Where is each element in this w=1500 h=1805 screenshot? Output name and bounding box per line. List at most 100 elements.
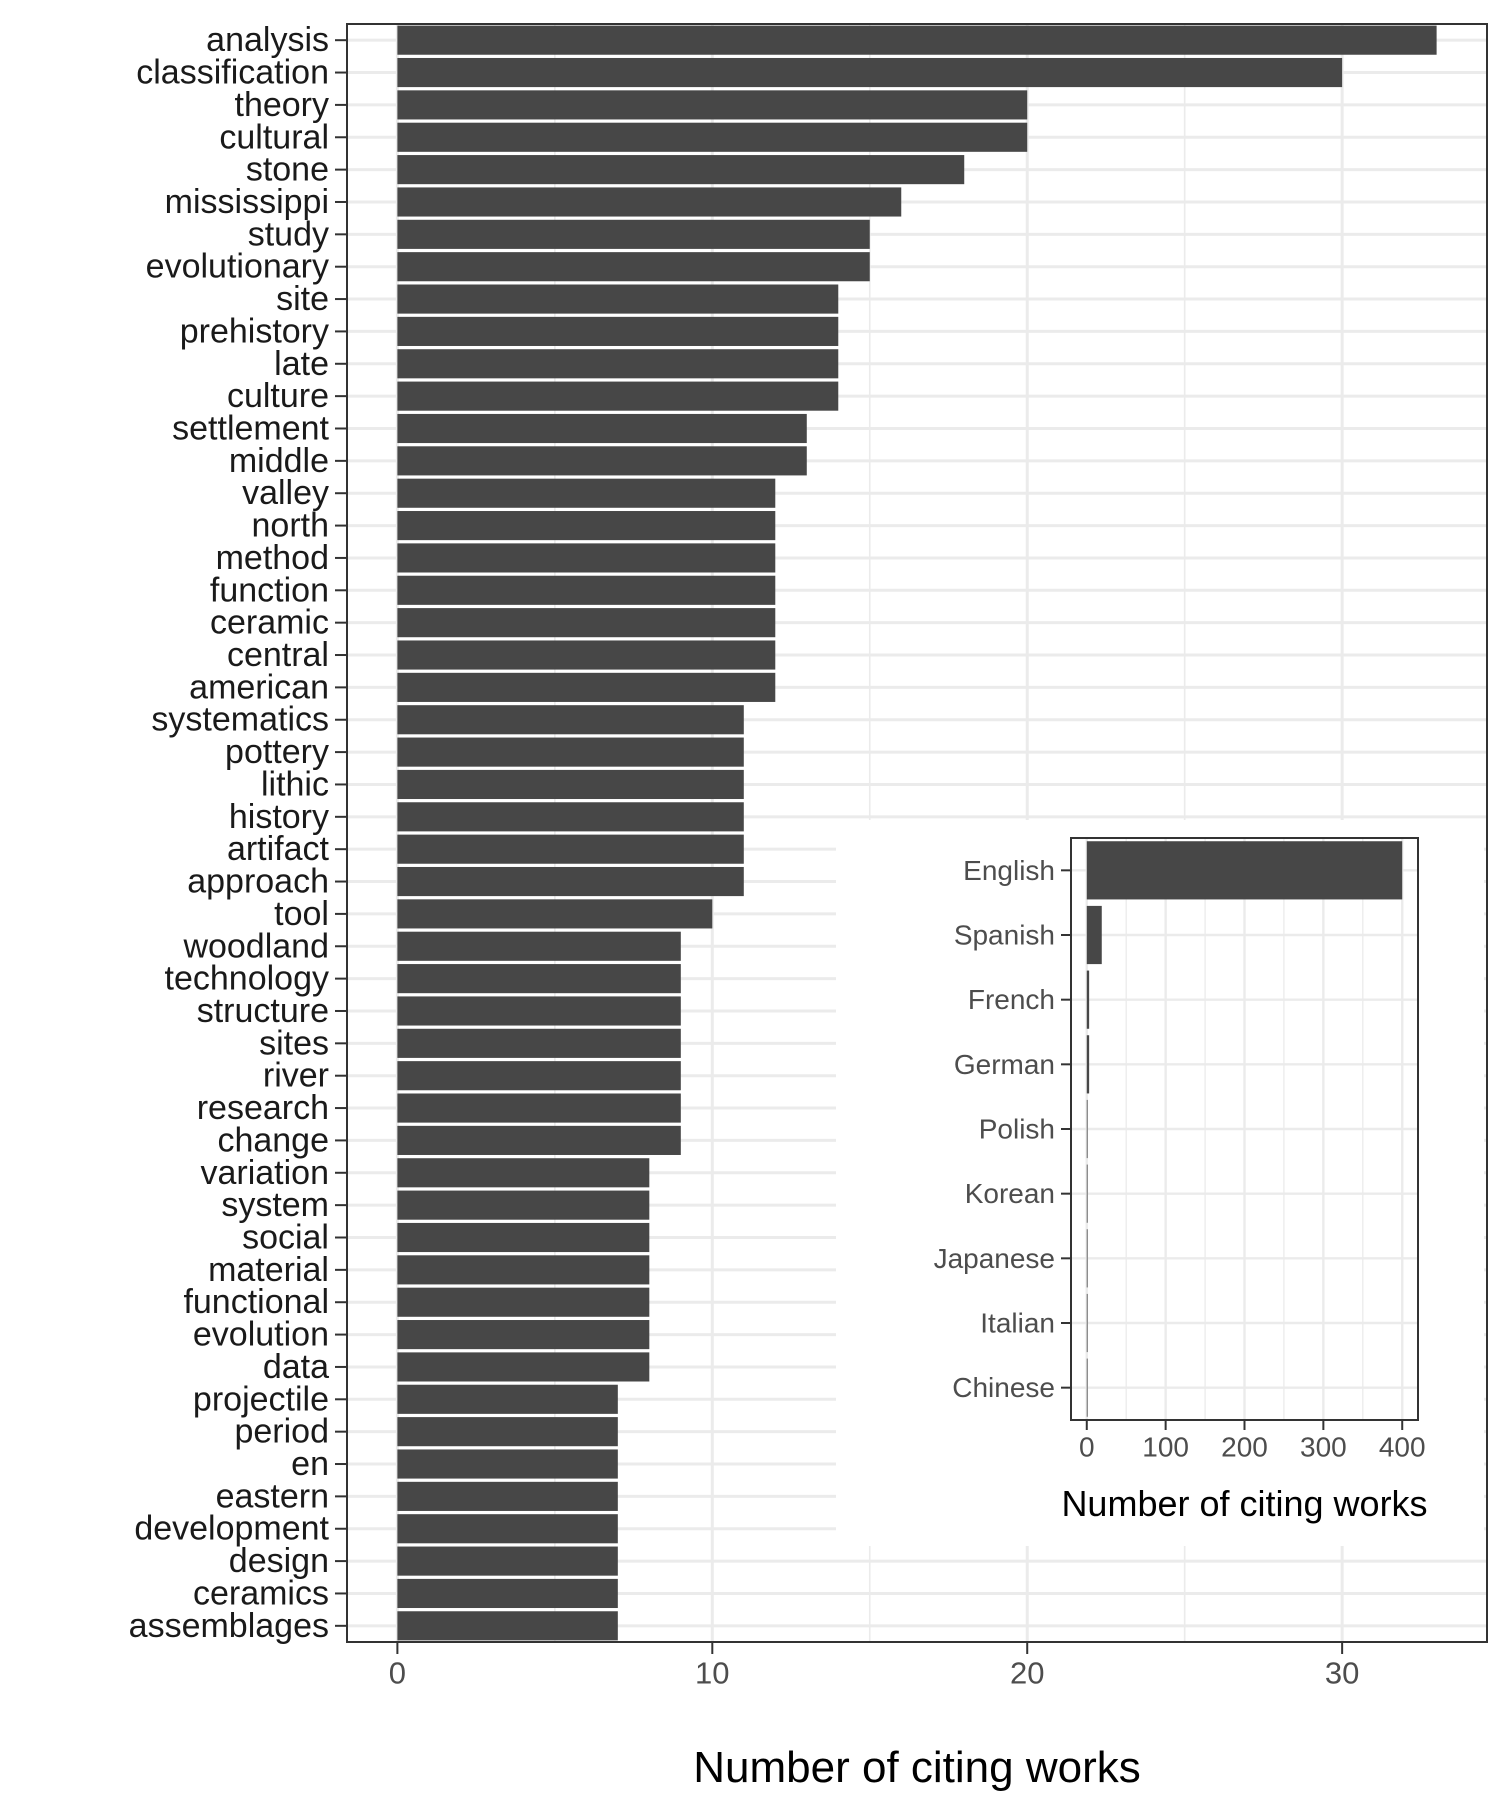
y-tick-label: study — [248, 215, 329, 253]
panel-border — [346, 23, 1488, 1643]
y-tick-label: Japanese — [934, 1243, 1055, 1274]
bar — [397, 1578, 618, 1609]
y-tick-label: Italian — [980, 1308, 1055, 1339]
y-tick-label: tool — [274, 895, 329, 933]
bar — [397, 964, 681, 994]
bar — [397, 219, 870, 249]
y-tick-label: artifact — [227, 830, 330, 868]
y-tick-label: research — [197, 1089, 329, 1127]
y-tick-label: technology — [165, 960, 329, 998]
y-tick-label: Chinese — [952, 1372, 1055, 1403]
bar — [397, 866, 744, 897]
bar — [397, 1417, 618, 1447]
x-tick-label: 0 — [389, 1655, 406, 1690]
y-tick-label: prehistory — [180, 312, 329, 350]
y-tick-label: evolutionary — [146, 248, 329, 286]
bar — [397, 802, 744, 832]
y-tick-label: stone — [246, 151, 329, 189]
bar — [397, 252, 870, 282]
y-tick-label: analysis — [206, 21, 329, 59]
y-tick-label: cultural — [219, 118, 329, 156]
y-tick-label: English — [963, 855, 1055, 886]
y-tick-label: mississippi — [165, 183, 329, 221]
x-tick-label: 30 — [1325, 1655, 1359, 1690]
x-tick-label: 400 — [1379, 1432, 1426, 1463]
bar — [397, 575, 776, 605]
y-tick-label: woodland — [182, 927, 329, 965]
chart-panel-1: English Spanish French German Polish Korean Ja… — [934, 837, 1428, 1524]
bar — [397, 705, 744, 735]
y-tick-label: valley — [242, 474, 329, 512]
bar — [397, 672, 776, 702]
bar — [397, 316, 839, 346]
bar — [397, 284, 839, 314]
y-tick-label: eastern — [216, 1477, 329, 1515]
y-tick-label: Spanish — [954, 920, 1055, 951]
y-tick-label: en — [291, 1445, 329, 1483]
bar — [397, 1481, 618, 1511]
y-tick-label: culture — [227, 377, 329, 415]
x-axis-title: Number of citing works — [693, 1743, 1140, 1792]
y-tick-label: classification — [136, 54, 329, 92]
y-tick-label: american — [189, 668, 329, 706]
y-tick-label: middle — [229, 442, 329, 480]
bar — [1086, 841, 1403, 900]
y-tick-label: functional — [183, 1283, 329, 1321]
y-tick-label: variation — [200, 1154, 329, 1192]
bar — [1086, 1358, 1088, 1417]
bar — [397, 737, 744, 767]
y-tick-label: design — [229, 1542, 329, 1580]
y-tick-label: Polish — [979, 1114, 1055, 1145]
y-tick-label: pottery — [225, 733, 329, 771]
bar — [397, 1255, 650, 1285]
y-tick-label: river — [263, 1057, 329, 1095]
y-tick-label: theory — [235, 86, 330, 124]
bar — [1086, 1035, 1090, 1094]
bar — [1086, 1293, 1088, 1353]
bar — [397, 640, 776, 670]
y-tick-label: projectile — [193, 1380, 329, 1418]
bar — [397, 1061, 681, 1091]
y-tick-label: history — [229, 798, 329, 836]
bar — [397, 1190, 650, 1220]
y-tick-label: ceramic — [210, 604, 329, 642]
bar — [397, 1287, 650, 1317]
bar — [397, 1611, 618, 1641]
bar — [397, 1125, 681, 1155]
x-axis-title: Number of citing works — [1061, 1483, 1427, 1524]
y-tick-label: lithic — [261, 765, 329, 803]
bar — [397, 155, 965, 185]
bar — [397, 381, 839, 411]
y-tick-label: central — [227, 636, 329, 674]
y-tick-label: approach — [187, 863, 329, 901]
bar — [397, 1028, 681, 1058]
bar — [397, 769, 744, 800]
y-tick-label: system — [221, 1186, 329, 1224]
y-tick-label: structure — [197, 992, 329, 1030]
bar — [397, 413, 807, 444]
y-tick-label: ceramics — [193, 1574, 329, 1612]
bar — [397, 1222, 650, 1253]
bar — [397, 187, 902, 217]
bar — [397, 349, 839, 379]
bar — [397, 446, 807, 476]
bar — [397, 122, 1028, 152]
y-tick-label: method — [216, 539, 329, 577]
bar — [397, 1352, 650, 1382]
y-tick-label: period — [234, 1413, 329, 1451]
bar — [397, 1158, 650, 1188]
y-tick-label: social — [242, 1219, 329, 1257]
y-tick-label: function — [210, 571, 329, 609]
bar — [397, 608, 776, 638]
bar — [1086, 1229, 1088, 1288]
y-tick-label: French — [968, 984, 1055, 1015]
y-tick-label: material — [208, 1251, 329, 1289]
x-tick-label: 200 — [1221, 1432, 1268, 1463]
bar — [397, 1320, 650, 1350]
y-tick-label: German — [954, 1049, 1055, 1080]
bar — [1086, 905, 1102, 965]
y-tick-label: development — [134, 1510, 329, 1548]
bar — [397, 543, 776, 573]
bar — [397, 834, 744, 864]
